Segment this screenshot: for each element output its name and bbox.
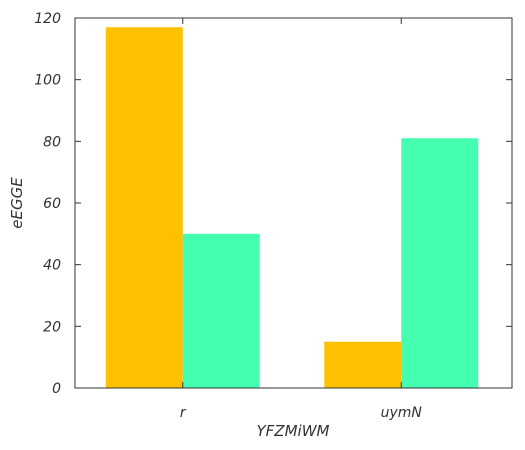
- y-tick-label-0: 0: [52, 381, 61, 397]
- y-axis-label: eEGGE: [8, 177, 26, 229]
- y-tick-label-40: 40: [43, 258, 61, 274]
- x-tick-label-uymN: uymN: [381, 405, 423, 421]
- bars-group: [105, 27, 479, 388]
- x-tick-label-r: r: [180, 405, 187, 421]
- y-tick-label-20: 20: [43, 319, 61, 335]
- bar-series2-uymN: [401, 138, 479, 388]
- bar-series2-r: [182, 233, 260, 388]
- bar-series1-r: [105, 27, 183, 388]
- y-tick-label-60: 60: [43, 196, 61, 212]
- y-tick-label-100: 100: [34, 73, 61, 89]
- y-tick-label-120: 120: [34, 11, 61, 27]
- bar-series1-uymN: [324, 341, 402, 388]
- y-tick-label-80: 80: [43, 134, 61, 150]
- y-axis: 0 20 40 60 80 100 120: [34, 11, 512, 397]
- x-axis: r uymN: [180, 18, 423, 421]
- x-axis-label: YFZMiWM: [257, 422, 330, 440]
